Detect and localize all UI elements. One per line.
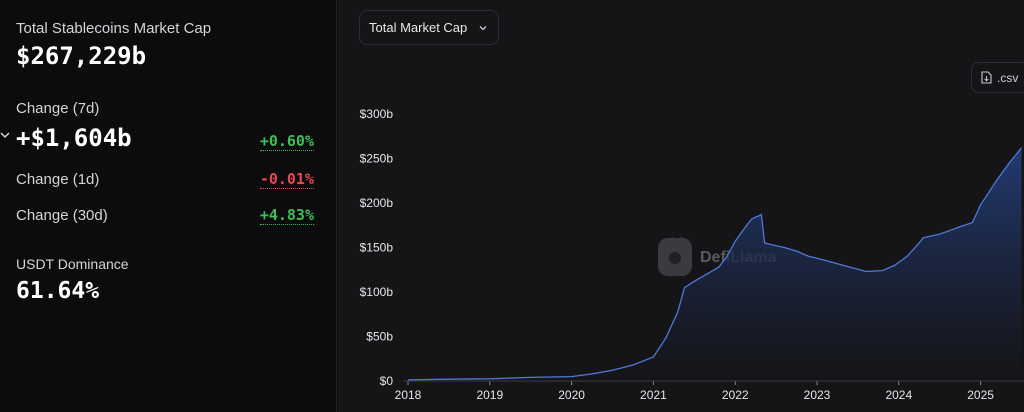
change-7d-percent: +0.60%	[259, 132, 314, 151]
change-30d-label: Change (30d)	[16, 207, 108, 224]
y-tick-label: $100b	[360, 285, 394, 299]
total-market-cap-value: $267,229b	[16, 42, 147, 70]
x-axis: 2018 2019 2020 2021 2022 2023 2024 2025	[395, 381, 994, 402]
change-1d-label: Change (1d)	[16, 171, 100, 188]
change-1d-percent: -0.01%	[259, 170, 314, 189]
market-cap-line	[407, 147, 1023, 381]
csv-button-label: .csv	[997, 70, 1019, 85]
x-tick-label: 2018	[395, 388, 422, 402]
x-tick-label: 2023	[804, 388, 831, 402]
x-tick-label: 2019	[476, 388, 503, 402]
change-30d-percent: +4.83%	[259, 206, 314, 225]
usdt-dominance-label: USDT Dominance	[16, 256, 129, 272]
stats-panel: Total Stablecoins Market Cap $267,229b C…	[0, 0, 337, 412]
llama-logo-icon	[658, 235, 692, 276]
file-download-icon	[981, 71, 992, 84]
market-cap-area	[408, 147, 1022, 381]
x-tick-label: 2024	[885, 388, 912, 402]
metric-dropdown-label: Total Market Cap	[369, 20, 468, 35]
usdt-dominance-value: 61.64%	[16, 278, 100, 304]
y-tick-label: $250b	[360, 152, 394, 166]
y-axis: $0 $50b $100b $150b $200b $250b $300b	[360, 107, 394, 388]
chevron-down-icon	[479, 26, 487, 31]
chart-panel: DefiLlama $0$50b$100b$150b$200b$250b$300…	[338, 0, 1024, 412]
y-tick-label: $50b	[366, 330, 393, 344]
x-tick-label: 2021	[640, 388, 667, 402]
change-7d-value: +$1,604b	[16, 124, 132, 152]
chevron-down-icon[interactable]	[0, 130, 10, 140]
y-tick-label: $300b	[360, 107, 394, 121]
metric-dropdown[interactable]: Total Market Cap	[359, 10, 499, 45]
total-market-cap-label: Total Stablecoins Market Cap	[16, 20, 212, 37]
download-csv-button[interactable]: .csv	[971, 62, 1024, 93]
market-cap-chart: DefiLlama $0$50b$100b$150b$200b$250b$300…	[360, 107, 1024, 402]
x-tick-label: 2025	[967, 388, 994, 402]
y-tick-label: $150b	[360, 241, 394, 255]
y-tick-label: $0	[380, 374, 394, 388]
y-tick-label: $200b	[360, 196, 394, 210]
x-tick-label: 2022	[722, 388, 749, 402]
change-7d-label: Change (7d)	[16, 100, 100, 117]
x-tick-label: 2020	[558, 388, 585, 402]
